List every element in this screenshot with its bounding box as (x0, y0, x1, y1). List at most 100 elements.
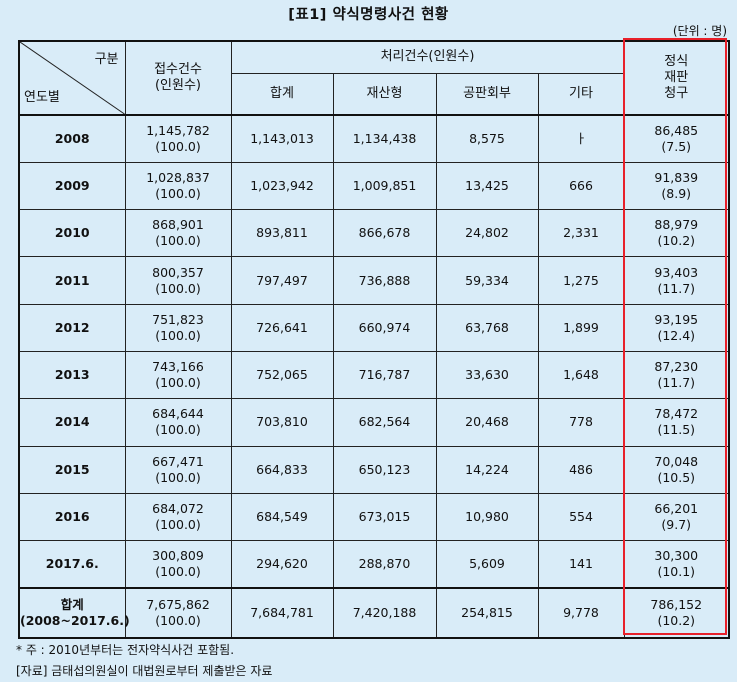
sum-label-cell: 합계 (2008~2017.6.) (18, 586, 130, 639)
header-corner-cell: 구분 연도별 (18, 40, 126, 116)
cell-other: 666 (537, 161, 625, 211)
header-other: 기타 (537, 72, 625, 116)
sum-received-cell: 7,675,862 (100.0) (124, 586, 232, 639)
cell-year: 2014 (18, 398, 126, 447)
property-value: 1,009,851 (352, 177, 417, 193)
header-formal-line2: 재판 (664, 70, 689, 85)
cell-total: 684,549 (230, 492, 334, 542)
property-value: 288,870 (358, 556, 411, 572)
table-row: 2012 751,823 (100.0) 726,641 660,974 63,768 1,… (18, 303, 730, 352)
cell-formal: 88,979 (10.2) (623, 209, 730, 258)
corner-header-year: 연도별 (24, 90, 60, 105)
header-received-line2: (인원수) (154, 78, 202, 93)
received-value: 684,072 (152, 501, 204, 517)
year-label: 2011 (54, 272, 90, 288)
cell-other: 554 (537, 492, 625, 542)
formal-value: 93,195 (654, 311, 699, 327)
cell-property: 866,678 (332, 209, 437, 258)
formal-pct: (11.5) (657, 422, 696, 438)
cell-other: 1,899 (537, 303, 625, 352)
total-value: 703,810 (256, 414, 308, 430)
cell-property: 673,015 (332, 492, 437, 542)
cell-year: 2015 (18, 445, 126, 494)
year-label: 2010 (54, 225, 90, 241)
sum-public-trial: 254,815 (435, 586, 539, 639)
cell-total: 726,641 (230, 303, 334, 352)
formal-pct: (10.1) (657, 564, 696, 580)
cell-year: 2012 (18, 303, 126, 352)
sum-other: 9,778 (537, 586, 625, 639)
table-row: 2010 868,901 (100.0) 893,811 866,678 24,802 2,… (18, 209, 730, 258)
cell-total: 752,065 (230, 350, 334, 400)
formal-value: 78,472 (654, 406, 699, 422)
formal-value: 86,485 (654, 122, 699, 138)
cell-formal: 93,195 (12.4) (623, 303, 730, 352)
header-processed-group: 처리건수(인원수) (230, 40, 625, 74)
public-trial-value: 8,575 (469, 130, 505, 146)
cell-received: 1,145,782 (100.0) (124, 113, 232, 163)
other-value: 141 (569, 556, 593, 572)
property-value: 660,974 (358, 319, 411, 335)
total-value: 752,065 (256, 367, 308, 383)
formal-pct: (8.9) (661, 185, 692, 201)
cell-received: 300,809 (100.0) (124, 540, 232, 589)
sum-label: 합계 (60, 596, 84, 612)
received-pct: (100.0) (155, 564, 201, 580)
year-label: 2017.6. (45, 556, 99, 572)
cell-public-trial: 14,224 (435, 445, 539, 494)
public-trial-value: 63,768 (465, 319, 509, 335)
cell-year: 2008 (18, 113, 126, 163)
sum-formal: 786,152 (650, 596, 703, 612)
cell-other: 141 (537, 540, 625, 589)
formal-value: 93,403 (654, 264, 699, 280)
header-formal-trial: 정식 재판 청구 (623, 40, 730, 116)
sum-received-pct: (100.0) (155, 612, 201, 628)
received-pct: (100.0) (155, 327, 201, 343)
property-value: 650,123 (358, 461, 411, 477)
formal-value: 88,979 (654, 217, 699, 233)
table-row: 2011 800,357 (100.0) 797,497 736,888 59,334 1,… (18, 256, 730, 305)
cell-other: 1,648 (537, 350, 625, 400)
other-value: 1,899 (563, 319, 599, 335)
table-row: 2009 1,028,837 (100.0) 1,023,942 1,009,851 13… (18, 161, 730, 211)
cell-property: 682,564 (332, 398, 437, 447)
received-value: 800,357 (152, 264, 204, 280)
cell-public-trial: 20,468 (435, 398, 539, 447)
year-label: 2008 (54, 130, 90, 146)
public-trial-value: 5,609 (469, 556, 505, 572)
formal-value: 87,230 (654, 359, 699, 375)
other-value: 486 (569, 461, 593, 477)
cell-other: 2,331 (537, 209, 625, 258)
header-received: 접수건수 (인원수) (124, 40, 232, 116)
property-value: 1,134,438 (352, 130, 417, 146)
other-value: 666 (569, 177, 593, 193)
table-row: 2017.6. 300,809 (100.0) 294,620 288,870 5,609… (18, 540, 730, 589)
cell-received: 743,166 (100.0) (124, 350, 232, 400)
received-value: 751,823 (152, 311, 204, 327)
cell-formal: 86,485 (7.5) (623, 113, 730, 163)
cell-year: 2010 (18, 209, 126, 258)
received-pct: (100.0) (155, 422, 201, 438)
property-value: 682,564 (358, 414, 411, 430)
cell-public-trial: 63,768 (435, 303, 539, 352)
cell-total: 797,497 (230, 256, 334, 305)
cell-received: 684,072 (100.0) (124, 492, 232, 542)
cell-received: 667,471 (100.0) (124, 445, 232, 494)
sum-property: 7,420,188 (332, 586, 437, 639)
header-total: 합계 (230, 72, 334, 116)
cell-year: 2009 (18, 161, 126, 211)
cell-other: 778 (537, 398, 625, 447)
received-value: 684,644 (152, 406, 204, 422)
other-value: 554 (569, 509, 593, 525)
cell-received: 868,901 (100.0) (124, 209, 232, 258)
sum-formal-cell: 786,152 (10.2) (623, 586, 730, 639)
received-value: 300,809 (152, 548, 204, 564)
cell-public-trial: 8,575 (435, 113, 539, 163)
year-label: 2013 (54, 367, 90, 383)
cell-year: 2016 (18, 492, 126, 542)
received-pct: (100.0) (155, 185, 201, 201)
cell-property: 288,870 (332, 540, 437, 589)
total-value: 664,833 (256, 461, 308, 477)
received-value: 743,166 (152, 359, 204, 375)
table-body: 2008 1,145,782 (100.0) 1,143,013 1,134,438 8,… (18, 113, 730, 589)
